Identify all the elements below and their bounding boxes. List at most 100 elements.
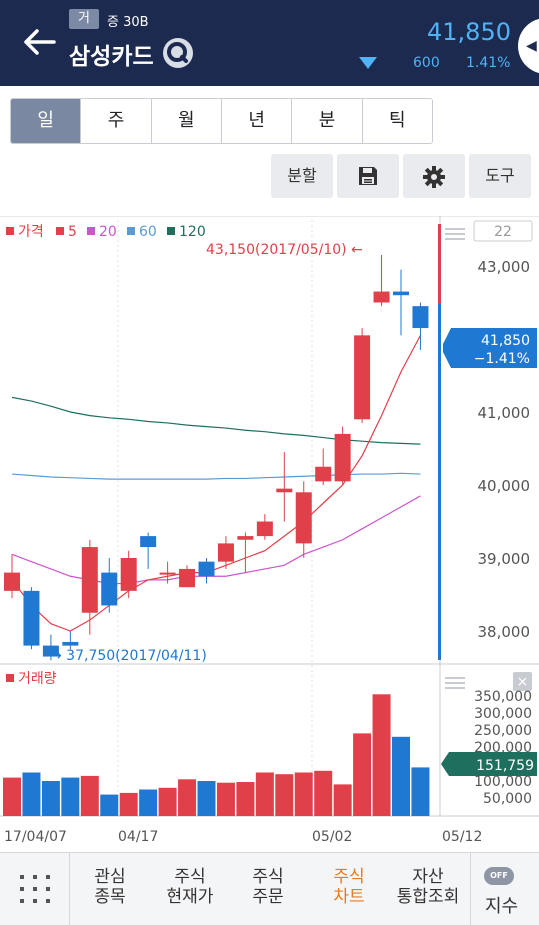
- current-price-marker: [443, 328, 537, 368]
- chevron-left-icon: ◀: [526, 38, 537, 54]
- save-button[interactable]: [337, 154, 399, 198]
- volume-bar: [314, 770, 333, 816]
- nav-item-line1: 주식: [174, 867, 206, 887]
- nav-item-line1: 주식: [333, 867, 365, 887]
- toggle-label: OFF: [490, 871, 508, 880]
- x-tick-1: 04/17: [118, 829, 158, 845]
- back-arrow-icon[interactable]: [22, 26, 58, 58]
- stock-chart[interactable]: 가격520601202243,00042,00041,00040,00039,0…: [0, 215, 539, 852]
- volume-bar: [236, 782, 255, 816]
- nav-item-line2: 현재가: [166, 887, 214, 907]
- ma120-line: [11, 396, 421, 445]
- period-tab-4[interactable]: 분: [292, 99, 363, 143]
- price-tick-5: 38,000: [478, 623, 531, 641]
- stock-search-icon[interactable]: [163, 38, 193, 68]
- legend-swatch-0: [6, 227, 14, 235]
- candle-body: [81, 547, 98, 613]
- index-toggle[interactable]: OFF: [484, 867, 514, 885]
- legend-swatch-2: [87, 227, 95, 235]
- volume-bar: [119, 792, 138, 816]
- ma60-line: [11, 472, 421, 480]
- candle-body: [354, 335, 371, 420]
- volume-bar: [216, 782, 235, 816]
- price-tick-0: 43,000: [478, 258, 531, 276]
- bottom-nav: 관심 종목 주식 현재가 주식 주문 주식 차트 자산 통합조회 OFF 지수: [0, 852, 539, 925]
- bar-count-label: 22: [494, 224, 512, 240]
- candle-body: [101, 572, 118, 606]
- legend-label-2: 20: [99, 224, 117, 240]
- chart-canvas[interactable]: 가격520601202243,00042,00041,00040,00039,0…: [0, 215, 539, 852]
- nav-item-line2: 주문: [252, 887, 284, 907]
- volume-bar: [275, 774, 294, 816]
- tools-button[interactable]: 도구: [469, 154, 531, 198]
- candle-body: [412, 306, 429, 329]
- margin-info: 증 30B: [107, 15, 149, 30]
- legend-swatch-1: [56, 227, 64, 235]
- max-price-annotation: 43,150(2017/05/10) ←: [206, 242, 363, 258]
- volume-title: 거래량: [18, 671, 57, 687]
- legend-swatch-3: [127, 227, 135, 235]
- volume-bar: [100, 794, 119, 816]
- volume-pane-menu-icon: [445, 677, 465, 679]
- candle-body: [256, 521, 273, 537]
- bar-count-box: [473, 220, 533, 242]
- candle-body: [42, 645, 59, 657]
- menu-grid-button[interactable]: [0, 853, 70, 925]
- bottom-nav-item-2[interactable]: 주식 주문: [223, 867, 313, 907]
- bottom-nav-item-4[interactable]: 자산 통합조회: [383, 867, 473, 907]
- nav-item-line2: 차트: [333, 887, 365, 907]
- candle-body: [198, 561, 215, 577]
- volume-bar: [294, 772, 313, 816]
- period-tab-1[interactable]: 주: [81, 99, 152, 143]
- period-tab-0[interactable]: 일: [11, 99, 82, 143]
- candle-body: [276, 488, 293, 493]
- price-pane-menu-icon: [445, 238, 465, 240]
- ma5-line: [11, 335, 421, 632]
- candle-body: [237, 536, 254, 540]
- x-tick-0: 17/04/07: [4, 829, 67, 845]
- legend-label-1: 5: [68, 224, 77, 240]
- index-label[interactable]: 지수: [485, 896, 519, 917]
- x-tick-3: 05/12: [442, 829, 482, 845]
- bottom-nav-item-3[interactable]: 주식 차트: [304, 867, 394, 907]
- period-tab-5[interactable]: 틱: [362, 99, 432, 143]
- candle-body: [295, 492, 312, 544]
- nav-divider: [470, 853, 471, 925]
- volume-bar: [392, 736, 410, 816]
- nav-item-line1: 관심: [94, 867, 126, 887]
- candle-body: [4, 572, 20, 591]
- current-change-label: −1.41%: [474, 351, 530, 367]
- candle-body: [140, 536, 157, 548]
- volume-bar: [80, 775, 99, 816]
- volume-bar: [197, 781, 216, 816]
- range-bar-upper: [438, 224, 441, 304]
- volume-bar: [41, 781, 60, 816]
- volume-current-marker: [441, 752, 537, 776]
- current-price: 41,850: [427, 18, 511, 46]
- price-pane-menu-icon: [445, 228, 465, 230]
- bottom-nav-item-0[interactable]: 관심 종목: [65, 867, 155, 907]
- settings-button[interactable]: [403, 154, 465, 198]
- candle-body: [217, 543, 234, 562]
- volume-bar: [158, 787, 177, 816]
- volume-bar: [22, 772, 41, 816]
- stock-name[interactable]: 삼성카드: [69, 44, 154, 70]
- bottom-nav-item-1[interactable]: 주식 현재가: [145, 867, 235, 907]
- volume-bar: [333, 784, 352, 816]
- side-panel-tab[interactable]: ◀: [518, 18, 539, 74]
- price-pane-menu-icon: [445, 233, 465, 235]
- volume-tick-6: 50,000: [483, 791, 532, 807]
- period-tab-3[interactable]: 년: [221, 99, 293, 143]
- candle-body: [120, 558, 137, 591]
- volume-bar: [353, 733, 372, 816]
- volume-tick-0: 350,000: [474, 689, 532, 705]
- split-button[interactable]: 분할: [271, 154, 333, 198]
- volume-bar: [61, 777, 80, 816]
- volume-close-button: [513, 672, 532, 691]
- candle-body: [393, 291, 409, 296]
- period-tab-2[interactable]: 월: [151, 99, 222, 143]
- stock-header: 거 증 30B 삼성카드 41,850 600 1.41% ◀: [0, 0, 539, 86]
- volume-pane-menu-icon: [445, 682, 465, 684]
- nav-item-line2: 통합조회: [396, 887, 460, 907]
- nav-item-line1: 주식: [252, 867, 284, 887]
